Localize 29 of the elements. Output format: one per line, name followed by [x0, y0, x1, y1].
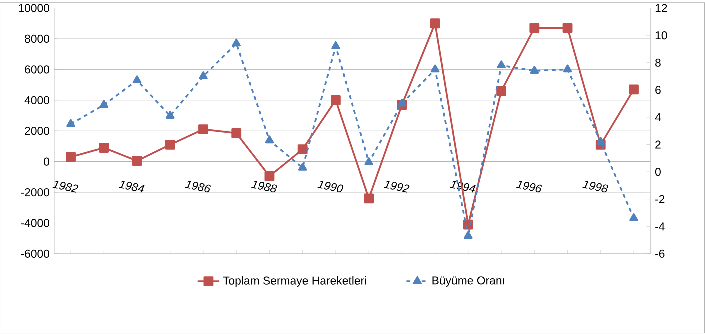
y-tick-label: 8000: [25, 35, 50, 44]
y-tick-label: -2000: [21, 188, 50, 197]
x-tick-label: 1990: [318, 181, 344, 193]
y2-tick-label: 12: [656, 4, 668, 12]
legend-label: Büyüme Oranı: [432, 276, 504, 288]
y2-tick-label: 10: [656, 32, 668, 40]
y-tick-label: 2000: [25, 127, 50, 136]
y2-tick-label: 2: [656, 140, 661, 149]
x-tick-label: 1988: [251, 181, 278, 193]
y-tick-label: -4000: [21, 219, 50, 228]
y2-tick-label: -6: [656, 250, 665, 258]
y-tick-label: -6000: [21, 250, 50, 258]
y2-tick-label: -2: [656, 196, 665, 204]
x-tick-label: 1992: [384, 181, 410, 194]
x-tick-label: 1984: [119, 181, 145, 193]
x-tick-label: 1986: [185, 181, 212, 193]
y2-tick-label: -4: [656, 222, 665, 231]
x-tick-label: 1996: [516, 181, 542, 193]
y-tick-label: 0: [44, 158, 50, 166]
y-tick-label: 6000: [25, 66, 50, 74]
legend-label: Toplam Sermaye Hareketleri: [223, 276, 366, 288]
y2-tick-label: 6: [656, 86, 661, 94]
y-tick-label: 10000: [19, 4, 50, 12]
x-tick-label: 1982: [52, 181, 78, 194]
y-tick-label: 4000: [24, 96, 50, 105]
y2-tick-label: 8: [656, 58, 661, 68]
y2-tick-label: 0: [655, 168, 661, 176]
x-tick-label: 1998: [582, 181, 608, 193]
y2-tick-label: 4: [655, 114, 662, 122]
